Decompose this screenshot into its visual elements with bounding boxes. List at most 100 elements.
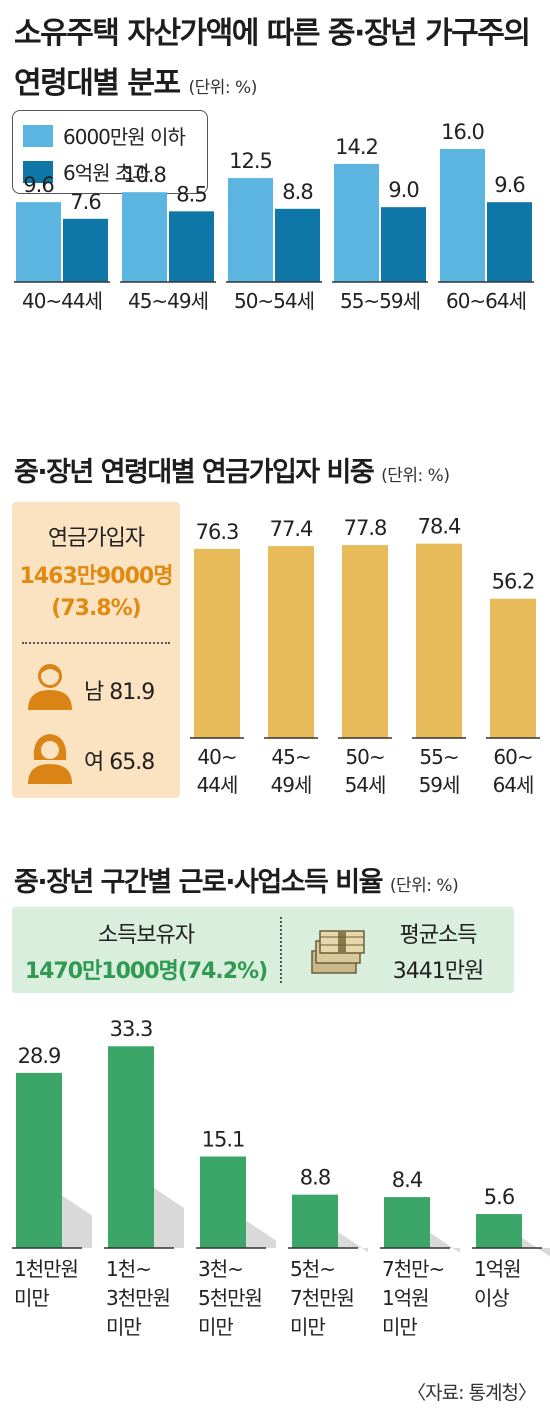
bar-pension-4 bbox=[490, 598, 536, 738]
value-label-pension-3: 78.4 bbox=[418, 515, 461, 539]
income-box-divider bbox=[280, 917, 282, 983]
category-label-income-2-1: 5천만원 bbox=[198, 1286, 262, 1310]
chart1-title: 소유주택 자산가액에 따른 중·장년 가구주의 bbox=[14, 16, 531, 51]
bar-high-1 bbox=[169, 211, 214, 282]
bar-high-4 bbox=[487, 202, 532, 282]
value-label-pension-1: 77.4 bbox=[270, 517, 313, 541]
category-label-pension-2-1: 54세 bbox=[345, 773, 386, 797]
chart1-legend: 6000만원 이하 6억원 초과 bbox=[12, 110, 208, 194]
legend-item-high: 6억원 초과 bbox=[23, 157, 151, 186]
value-label-high-3: 9.0 bbox=[388, 178, 418, 202]
chart1-unit: (단위: %) bbox=[188, 78, 258, 98]
pension-label: 연금가입자 bbox=[47, 526, 145, 551]
value-label-income-5: 5.6 bbox=[484, 1185, 515, 1209]
value-label-income-2: 15.1 bbox=[202, 1128, 245, 1152]
bar-income-5 bbox=[476, 1214, 522, 1248]
category-label-income-3-0: 5천~ bbox=[290, 1257, 335, 1281]
value-label-high-4: 9.6 bbox=[494, 173, 525, 197]
category-label-income-1-1: 3천만원 bbox=[106, 1286, 170, 1310]
bar-pension-2 bbox=[342, 545, 388, 738]
chart2-svg: 76.3 40~ 44세 77.4 45~ 49세 77.8 50~ 54세 78.4 55~ 59세… bbox=[190, 515, 540, 797]
legend-swatch-light-blue bbox=[23, 124, 53, 147]
value-label-pension-2: 77.8 bbox=[344, 516, 387, 540]
bar-income-3 bbox=[292, 1194, 338, 1248]
bar-shadow-3 bbox=[338, 1232, 368, 1253]
bar-shadow-2 bbox=[246, 1220, 276, 1248]
income-holder-label: 소득보유자 bbox=[97, 923, 195, 948]
category-label-pension-1-1: 49세 bbox=[271, 773, 312, 797]
female-label: 여 65.8 bbox=[84, 750, 155, 775]
source-note: 〈자료: 통계청〉 bbox=[407, 1382, 537, 1404]
chart3-unit: (단위: %) bbox=[389, 876, 459, 896]
chart2-title-line: 중·장년 연령대별 연금가입자 비중 (단위: %) bbox=[14, 450, 450, 489]
value-label-low-2: 12.5 bbox=[229, 149, 272, 173]
value-label-pension-4: 56.2 bbox=[492, 570, 535, 594]
bar-low-1 bbox=[122, 192, 167, 282]
bar-income-1 bbox=[108, 1046, 154, 1248]
category-label-3: 55~59세 bbox=[340, 289, 420, 313]
bar-shadow-0 bbox=[62, 1195, 92, 1248]
money-stack-icon bbox=[311, 930, 365, 974]
category-label-2: 50~54세 bbox=[234, 289, 314, 313]
income-holder-count: 1470만1000명(74.2%) bbox=[24, 959, 268, 984]
bar-shadow-4 bbox=[430, 1232, 460, 1253]
income-summary-box: 소득보유자 1470만1000명(74.2%) 평균소득 3441만원 bbox=[12, 907, 514, 993]
bar-high-0 bbox=[63, 218, 108, 282]
bar-shadow-1 bbox=[154, 1188, 184, 1248]
category-label-pension-0-1: 44세 bbox=[197, 773, 238, 797]
average-income-value: 3441만원 bbox=[392, 959, 484, 984]
chart1-svg: 9.6 7.6 40~44세 10.8 8.5 45~49세 12.5 8.8 50~54세 14… bbox=[14, 120, 534, 313]
bar-pension-0 bbox=[194, 548, 240, 738]
male-person-icon bbox=[28, 664, 72, 710]
value-label-income-3: 8.8 bbox=[300, 1166, 330, 1190]
chart3-title-line: 중·장년 구간별 근로·사업소득 비율 (단위: %) bbox=[14, 860, 459, 899]
category-label-income-2-2: 미만 bbox=[198, 1315, 233, 1339]
category-label-income-2-0: 3천~ bbox=[198, 1257, 243, 1281]
pension-summary-box: 연금가입자 1463만9000명 (73.8%) 남 81.9 여 65.8 bbox=[12, 502, 180, 798]
category-label-income-5-1: 이상 bbox=[474, 1286, 509, 1310]
chart2-title: 중·장년 연령대별 연금가입자 비중 bbox=[14, 457, 375, 488]
value-label-high-2: 8.8 bbox=[282, 180, 312, 204]
bar-income-0 bbox=[16, 1072, 62, 1248]
bar-low-4 bbox=[440, 148, 485, 282]
legend-label-high: 6억원 초과 bbox=[63, 161, 151, 185]
pension-pct: (73.8%) bbox=[51, 596, 141, 621]
category-label-income-4-0: 7천만~ bbox=[382, 1257, 444, 1281]
bar-shadow-5 bbox=[522, 1237, 550, 1257]
bar-high-3 bbox=[381, 207, 426, 282]
category-label-pension-1-0: 45~ bbox=[271, 745, 310, 769]
chart2-unit: (단위: %) bbox=[381, 466, 450, 486]
category-label-income-3-1: 7천만원 bbox=[290, 1286, 354, 1310]
legend-item-low: 6000만원 이하 bbox=[23, 121, 186, 150]
value-label-low-1: 10.8 bbox=[123, 163, 166, 187]
bar-high-2 bbox=[275, 208, 320, 282]
value-label-income-4: 8.4 bbox=[392, 1168, 423, 1192]
pension-divider bbox=[22, 642, 170, 644]
legend-label-low: 6000만원 이하 bbox=[63, 125, 186, 149]
category-label-1: 45~49세 bbox=[128, 289, 208, 313]
bar-income-4 bbox=[384, 1197, 430, 1248]
category-label-pension-0-0: 40~ bbox=[197, 745, 236, 769]
category-label-pension-4-1: 64세 bbox=[493, 773, 534, 797]
category-label-income-4-1: 1억원 bbox=[382, 1286, 429, 1310]
value-label-pension-0: 76.3 bbox=[196, 520, 239, 544]
category-label-pension-4-0: 60~ bbox=[493, 745, 532, 769]
legend-swatch-dark-blue bbox=[23, 160, 53, 183]
value-label-income-1: 33.3 bbox=[110, 1017, 153, 1041]
value-label-low-3: 14.2 bbox=[335, 135, 378, 159]
chart3-title: 중·장년 구간별 근로·사업소득 비율 bbox=[14, 867, 383, 898]
bar-income-2 bbox=[200, 1156, 246, 1248]
value-label-low-4: 16.0 bbox=[441, 120, 484, 144]
bar-low-3 bbox=[334, 163, 379, 282]
value-label-low-0: 9.6 bbox=[23, 173, 54, 197]
average-income-label: 평균소득 bbox=[399, 923, 478, 948]
male-label: 남 81.9 bbox=[84, 680, 155, 705]
bar-pension-3 bbox=[416, 543, 462, 738]
category-label-0: 40~44세 bbox=[22, 289, 102, 313]
category-label-income-3-2: 미만 bbox=[290, 1315, 325, 1339]
value-label-high-0: 7.6 bbox=[70, 190, 101, 214]
chart1-title-line2: 연령대별 분포 (단위: %) bbox=[14, 58, 257, 102]
value-label-income-0: 28.9 bbox=[18, 1044, 61, 1068]
category-label-income-1-2: 미만 bbox=[106, 1315, 141, 1339]
